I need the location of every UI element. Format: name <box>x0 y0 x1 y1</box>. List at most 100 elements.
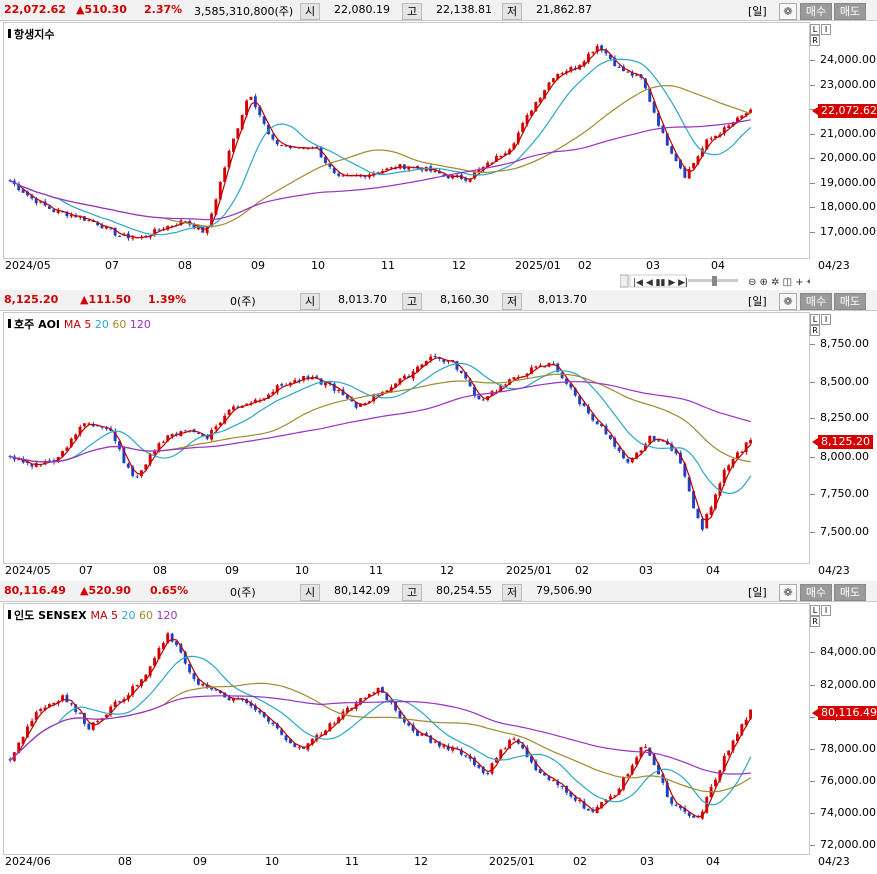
price-change: ▲520.90 <box>80 584 131 597</box>
period-label: 일 <box>752 295 763 308</box>
candle-body <box>617 788 621 795</box>
candle-body <box>100 225 104 229</box>
candle-body <box>547 82 551 91</box>
x-tick-label: 02 <box>573 855 587 868</box>
candle-body <box>692 162 696 169</box>
settings-gear-icon[interactable]: ❁ <box>779 584 797 601</box>
candle-body <box>586 406 590 414</box>
candle-body <box>573 67 577 70</box>
y-tick-label: 7,500.00 <box>810 525 869 538</box>
candle-body <box>402 375 406 379</box>
price-plot[interactable] <box>3 312 810 564</box>
candle-body <box>367 401 371 404</box>
x-tick-label: 08 <box>178 259 192 272</box>
log-index-toggle[interactable]: L IR <box>810 314 840 336</box>
log-index-toggle[interactable]: L IR <box>810 24 840 46</box>
candle-body <box>47 460 51 462</box>
log-index-toggle[interactable]: L IR <box>810 605 840 627</box>
ma120-line <box>9 695 751 775</box>
x-tick-label: 10 <box>311 259 325 272</box>
candle-body <box>363 403 367 405</box>
volume: 0(주) <box>230 586 256 599</box>
candle-body <box>560 372 564 379</box>
candle-body <box>319 147 323 158</box>
buy-button[interactable]: 매수 <box>800 3 832 20</box>
buy-button[interactable]: 매수 <box>800 584 832 601</box>
candle-body <box>372 692 376 694</box>
x-tick-label: 02 <box>578 259 592 272</box>
candle-body <box>420 364 424 368</box>
volume: 3,585,310,800(주) <box>194 5 294 18</box>
candle-body <box>21 189 25 193</box>
candle-body <box>91 424 95 427</box>
open-value: 8,013.70 <box>338 293 387 306</box>
candle-body <box>223 167 227 182</box>
candle-body <box>582 403 586 406</box>
price-plot[interactable] <box>3 22 810 259</box>
candle-body <box>679 805 682 809</box>
x-tick-label: 10 <box>265 855 279 868</box>
price-change: ▲111.50 <box>80 293 131 306</box>
low-label: 저 <box>502 584 522 601</box>
price-plot[interactable] <box>3 603 810 855</box>
candle-body <box>293 380 297 383</box>
candle-body <box>131 686 135 695</box>
candle-body <box>538 769 542 774</box>
candle-body <box>398 378 402 384</box>
candle-body <box>477 396 481 400</box>
buy-button[interactable]: 매수 <box>800 293 832 310</box>
sell-button[interactable]: 매도 <box>834 293 866 310</box>
chart-panel-india-sensex: 80,116.49 ▲520.90 0.65% 0(주) 시 80,142.09… <box>0 581 877 874</box>
candle-body <box>337 390 341 392</box>
candle-body <box>512 143 516 149</box>
ma20-line <box>9 655 752 806</box>
candle-body <box>205 226 209 233</box>
candle-body <box>560 73 564 75</box>
settings-gear-icon[interactable]: ❁ <box>779 3 797 20</box>
candle-body <box>705 797 709 813</box>
candle-body <box>359 404 362 407</box>
settings-gear-icon[interactable]: ❁ <box>779 293 797 310</box>
quote-header: 80,116.49 ▲520.90 0.65% 0(주) 시 80,142.09… <box>0 581 877 602</box>
candle-body <box>271 391 275 395</box>
sell-button[interactable]: 매도 <box>834 3 866 20</box>
candle-body <box>267 394 270 399</box>
candle-body <box>170 433 174 437</box>
chart-scroll-controls[interactable]: |◀ ◀ ▮▮ ▶ ▶| ⊖ ⊕ ✲ ◫ + ✥ ⌗ <box>620 274 810 288</box>
candle-body <box>481 766 485 774</box>
x-tick-label: 2025/01 <box>489 855 535 868</box>
candle-body <box>556 781 560 786</box>
y-tick-label: 8,500.00 <box>810 375 869 388</box>
candle-body <box>288 146 292 149</box>
period-select[interactable]: [일] <box>748 586 767 599</box>
ma-120: 120 <box>156 609 178 622</box>
open-label: 시 <box>300 584 320 601</box>
candle-body <box>306 376 310 379</box>
candle-body <box>626 458 630 463</box>
candle-body <box>232 406 235 410</box>
period-select[interactable]: [일] <box>748 295 767 308</box>
sell-button[interactable]: 매도 <box>834 584 866 601</box>
candle-body <box>744 113 748 116</box>
candle-body <box>696 509 700 519</box>
candle-body <box>521 744 525 749</box>
candle-body <box>652 101 656 113</box>
candle-body <box>96 425 100 427</box>
ma20-line <box>9 362 752 495</box>
candle-body <box>245 100 249 115</box>
period-select[interactable]: [일] <box>748 5 767 18</box>
candle-body <box>639 450 643 453</box>
candle-body <box>26 191 29 196</box>
candle-body <box>648 87 652 102</box>
candle-body <box>30 195 34 199</box>
candle-body <box>166 633 170 643</box>
candle-body <box>459 749 463 755</box>
candle-body <box>258 710 262 713</box>
x-tick-label: 11 <box>381 259 395 272</box>
candle-body <box>508 149 511 154</box>
chart-panel-australia-aoi: 8,125.20 ▲111.50 1.39% 0(주) 시 8,013.70 고… <box>0 290 877 580</box>
candle-body <box>569 792 573 797</box>
candle-body <box>468 178 472 182</box>
high-label: 고 <box>402 3 422 20</box>
candle-body <box>749 109 752 113</box>
